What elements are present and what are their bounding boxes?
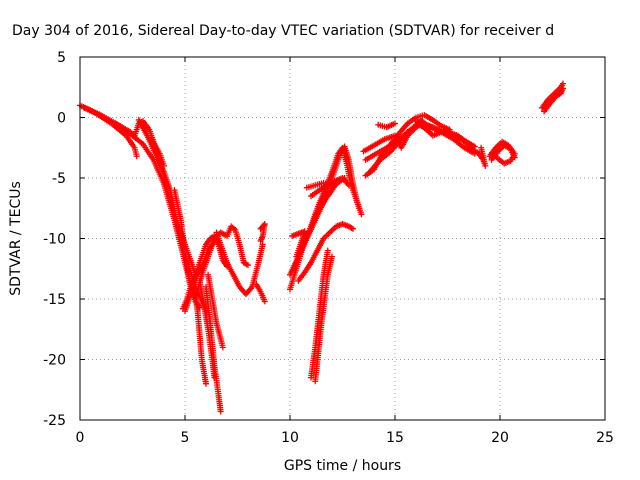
data-series-track [257,220,268,244]
y-tick-label: -25 [43,413,66,429]
data-point [217,408,224,415]
grid-lines [80,57,605,420]
plot-frame [79,56,606,421]
y-tick-label: 5 [57,50,66,66]
data-point [478,144,485,151]
data-series-track [539,80,566,111]
data-series-track [488,142,518,163]
data-point [245,262,251,269]
data-series-track [213,229,266,298]
data-series-track [308,175,352,200]
x-tick-label: 20 [491,430,509,446]
data-point [161,162,167,169]
data-point [133,153,140,160]
x-axis-ticks: 0 5 10 15 20 25 [76,57,614,446]
data-point [350,225,356,232]
y-axis-label: SDTVAR / TECUs [8,181,24,296]
x-tick-label: 5 [181,430,190,446]
y-tick-label: 0 [57,111,66,127]
data-series-track [205,271,226,351]
y-axis-ticks: 5 0 -5 -10 -15 -20 -25 [43,50,605,429]
data-series-track [417,116,482,157]
x-tick-label: 15 [386,430,404,446]
data-point [560,85,566,92]
x-tick-label: 10 [281,430,299,446]
data-point [345,182,352,189]
x-tick-label: 0 [76,430,85,446]
data-series-track [308,247,331,381]
data-series-track [81,104,140,160]
data-series-track [295,220,356,284]
data-series-track [148,136,167,169]
data-series-track [362,112,453,179]
data-series-track [312,253,335,385]
data-point [356,205,363,212]
data-point [358,211,365,218]
data-series-track [476,144,489,169]
data-point [392,120,398,127]
data-series-track [190,281,209,387]
data-series-track [253,281,268,305]
data-point [259,241,266,248]
data-series-track [541,85,566,115]
y-tick-label: -15 [43,292,66,308]
data-point [257,237,264,244]
y-tick-label: -20 [43,353,66,369]
data-series-track [291,144,363,272]
data-series-track [375,120,398,131]
x-tick-label: 25 [596,430,614,446]
data-point [511,154,518,161]
data-series-track [77,102,203,311]
data-points [77,80,566,415]
data-point [219,344,226,351]
chart-title: Day 304 of 2016, Sidereal Day-to-day VTE… [12,23,554,39]
data-point [324,247,331,254]
y-tick-label: -10 [43,232,66,248]
data-point [261,298,268,305]
data-point [329,253,335,260]
data-point [203,380,209,387]
y-tick-label: -5 [52,171,66,187]
x-axis-label: GPS time / hours [284,458,401,474]
